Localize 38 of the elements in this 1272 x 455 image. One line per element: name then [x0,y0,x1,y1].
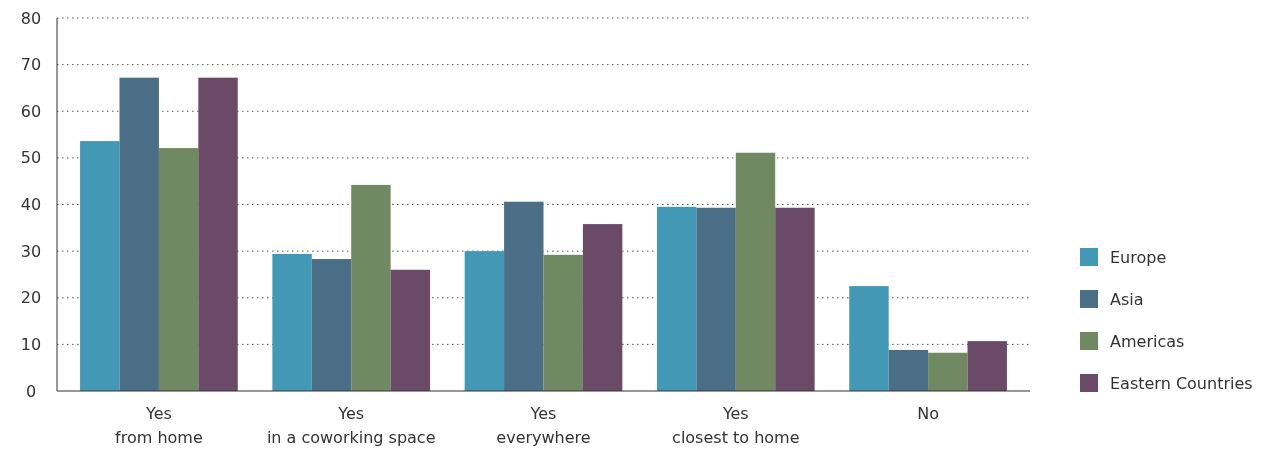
bar [351,184,391,391]
legend-label: Asia [1110,289,1144,309]
y-tick-label: 80 [20,8,42,28]
bar [390,269,431,391]
bar [582,224,623,391]
x-tick-label: No [917,404,939,423]
bar [158,148,199,391]
bar [80,141,120,391]
y-tick-label: 10 [20,334,42,354]
bar [849,286,889,391]
bar [119,77,159,391]
bar [735,152,776,391]
bar [888,349,929,391]
y-tick-label: 70 [20,55,42,75]
bar [504,201,544,391]
bar [272,253,312,391]
x-tick-label: Yes closest to home [672,404,800,447]
y-tick-label: 20 [20,288,42,308]
bar [543,254,583,391]
bar [775,207,815,391]
bar [198,77,238,391]
y-tick-label: 50 [20,148,42,168]
bar [967,341,1007,391]
bar [696,207,736,391]
legend-label: Europe [1110,247,1167,267]
x-tick-label: Yes everywhere [496,404,591,447]
bar [464,251,505,391]
legend-label: Eastern Countries [1110,373,1253,393]
x-tick-label: Yes in a coworking space [266,404,436,447]
bar [928,352,968,391]
y-tick-label: 0 [25,381,37,401]
y-tick-label: 30 [20,241,42,261]
legend-label: Americas [1110,331,1185,351]
y-tick-label: 40 [20,195,42,215]
bar [311,259,352,391]
bar [656,206,697,391]
y-tick-label: 60 [20,101,42,121]
x-tick-label: Yes from home [115,404,203,447]
